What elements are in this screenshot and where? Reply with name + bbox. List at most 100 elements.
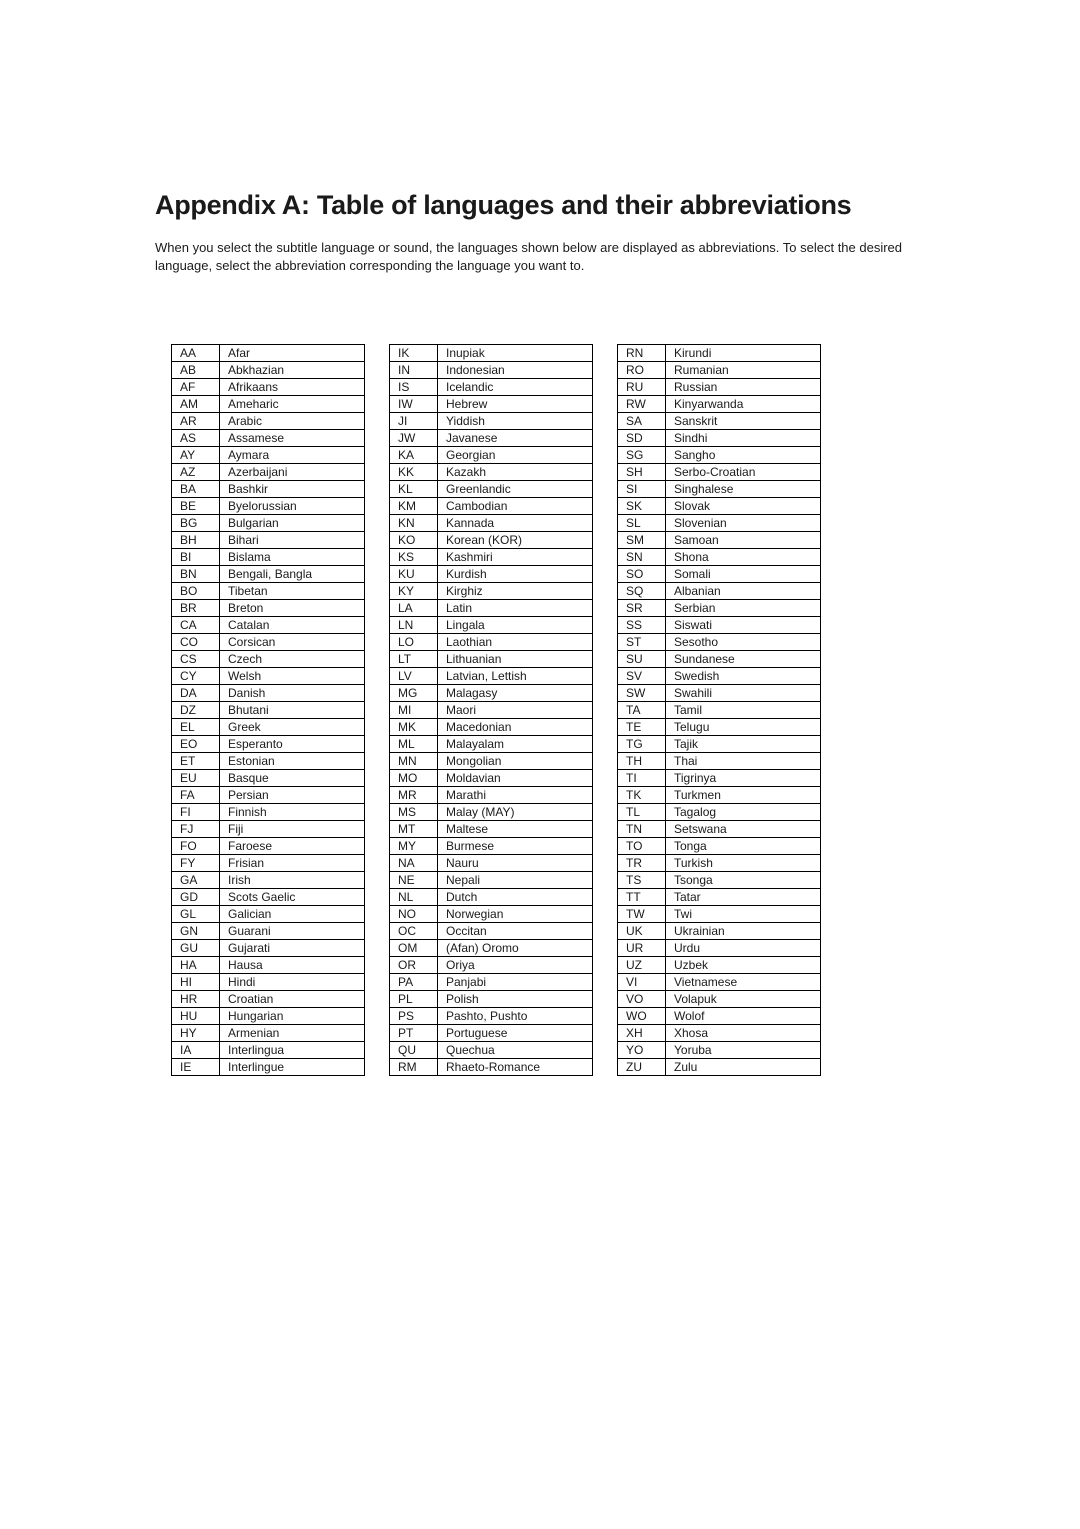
lang-cell: Tajik [666,736,821,753]
lang-cell: Kurdish [438,566,593,583]
table-row: HRCroatian [172,991,365,1008]
abbr-cell: SS [618,617,666,634]
lang-cell: Malay (MAY) [438,804,593,821]
lang-cell: Oriya [438,957,593,974]
table-row: XHXhosa [618,1025,821,1042]
table-row: HUHungarian [172,1008,365,1025]
lang-cell: Basque [220,770,365,787]
table-row: SLSlovenian [618,515,821,532]
table-row: FYFrisian [172,855,365,872]
abbr-cell: JW [390,430,438,447]
lang-tbody-1: AAAfarABAbkhazianAFAfrikaansAMAmeharicAR… [172,345,365,1076]
lang-cell: Gujarati [220,940,365,957]
lang-cell: Lingala [438,617,593,634]
abbr-cell: SQ [618,583,666,600]
table-row: RNKirundi [618,345,821,362]
lang-cell: Occitan [438,923,593,940]
table-row: SSSiswati [618,617,821,634]
abbr-cell: KO [390,532,438,549]
table-row: BHBihari [172,532,365,549]
abbr-cell: SO [618,566,666,583]
table-row: TLTagalog [618,804,821,821]
lang-cell: Nepali [438,872,593,889]
abbr-cell: NO [390,906,438,923]
abbr-cell: RM [390,1059,438,1076]
abbr-cell: HA [172,957,220,974]
lang-cell: Sanskrit [666,413,821,430]
table-row: BNBengali, Bangla [172,566,365,583]
abbr-cell: VO [618,991,666,1008]
abbr-cell: IN [390,362,438,379]
table-row: AYAymara [172,447,365,464]
lang-cell: Telugu [666,719,821,736]
abbr-cell: FO [172,838,220,855]
lang-cell: Hindi [220,974,365,991]
abbr-cell: TN [618,821,666,838]
table-row: TETelugu [618,719,821,736]
abbr-cell: BO [172,583,220,600]
table-row: SKSlovak [618,498,821,515]
abbr-cell: OM [390,940,438,957]
table-row: IWHebrew [390,396,593,413]
abbr-cell: BE [172,498,220,515]
abbr-cell: AA [172,345,220,362]
table-row: SNShona [618,549,821,566]
lang-cell: Tibetan [220,583,365,600]
lang-cell: Corsican [220,634,365,651]
table-row: NENepali [390,872,593,889]
table-row: SOSomali [618,566,821,583]
lang-cell: Welsh [220,668,365,685]
table-row: JIYiddish [390,413,593,430]
table-row: EOEsperanto [172,736,365,753]
abbr-cell: SU [618,651,666,668]
lang-cell: Sangho [666,447,821,464]
lang-cell: Czech [220,651,365,668]
table-row: TOTonga [618,838,821,855]
lang-cell: Hebrew [438,396,593,413]
abbr-cell: KM [390,498,438,515]
abbr-cell: VI [618,974,666,991]
lang-cell: Estonian [220,753,365,770]
lang-cell: Kirundi [666,345,821,362]
table-row: MGMalagasy [390,685,593,702]
abbr-cell: EL [172,719,220,736]
lang-cell: Yiddish [438,413,593,430]
lang-cell: Macedonian [438,719,593,736]
table-row: KOKorean (KOR) [390,532,593,549]
abbr-cell: MT [390,821,438,838]
table-row: ARArabic [172,413,365,430]
lang-cell: Croatian [220,991,365,1008]
abbr-cell: SD [618,430,666,447]
lang-cell: Fiji [220,821,365,838]
table-row: THThai [618,753,821,770]
table-row: OCOccitan [390,923,593,940]
tables-container: AAAfarABAbkhazianAFAfrikaansAMAmeharicAR… [155,344,925,1076]
table-row: KMCambodian [390,498,593,515]
abbr-cell: AM [172,396,220,413]
abbr-cell: JI [390,413,438,430]
lang-cell: Korean (KOR) [438,532,593,549]
table-row: FIFinnish [172,804,365,821]
lang-cell: Somali [666,566,821,583]
table-row: TSTsonga [618,872,821,889]
lang-cell: Guarani [220,923,365,940]
abbr-cell: DZ [172,702,220,719]
lang-cell: Kashmiri [438,549,593,566]
abbr-cell: KU [390,566,438,583]
abbr-cell: KL [390,481,438,498]
table-row: AFAfrikaans [172,379,365,396]
table-row: LVLatvian, Lettish [390,668,593,685]
table-row: URUrdu [618,940,821,957]
abbr-cell: UR [618,940,666,957]
table-row: CSCzech [172,651,365,668]
lang-cell: Vietnamese [666,974,821,991]
lang-cell: Persian [220,787,365,804]
table-row: AAAfar [172,345,365,362]
abbr-cell: BG [172,515,220,532]
abbr-cell: TG [618,736,666,753]
abbr-cell: MK [390,719,438,736]
abbr-cell: RW [618,396,666,413]
lang-cell: Burmese [438,838,593,855]
lang-cell: Irish [220,872,365,889]
table-row: TTTatar [618,889,821,906]
